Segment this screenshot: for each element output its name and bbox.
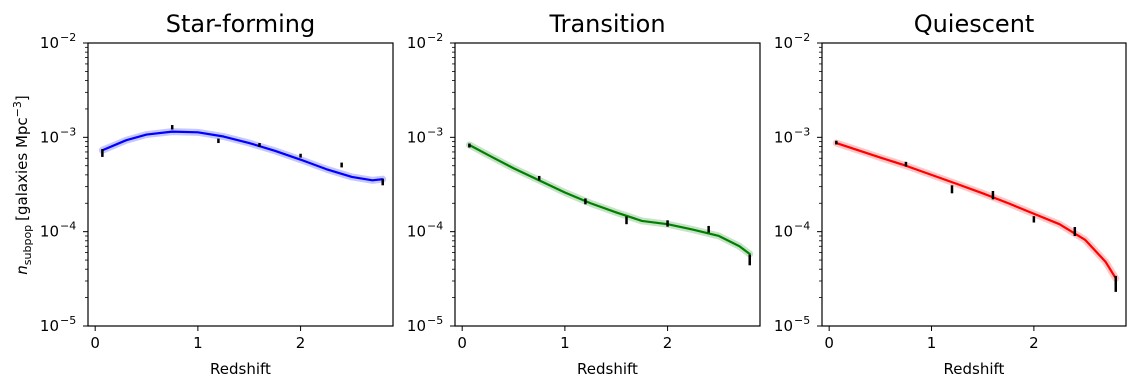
model-curve <box>468 143 751 256</box>
x-axis-label: Redshift <box>577 360 638 378</box>
y-tick-label: 10 <box>407 317 426 335</box>
y-tick-label: 10 <box>774 128 793 146</box>
y-tick-label-exponent: −2 <box>427 31 443 44</box>
y-axis-label-symbol: n <box>13 265 31 275</box>
model-curve <box>835 141 1117 280</box>
x-tick-label: 2 <box>1029 334 1039 352</box>
y-axis-label-close: ] <box>13 95 31 101</box>
y-tick-label-exponent: −3 <box>794 125 810 138</box>
x-tick-label: 1 <box>560 334 570 352</box>
y-tick-label-exponent: −4 <box>60 220 76 233</box>
y-axis-label-exponent: −3 <box>11 101 24 117</box>
y-axis-label-subscript: subpop <box>21 225 34 265</box>
y-tick-label: 10 <box>40 128 59 146</box>
panel-title: Star-forming <box>166 10 315 38</box>
panel-title: Quiescent <box>914 10 1035 38</box>
panels: 0 1 210−510−410−310−2 Star-formingRedshift0… <box>40 10 1127 378</box>
y-tick-label-exponent: −3 <box>427 125 443 138</box>
x-tick-label: 0 <box>824 334 834 352</box>
y-tick-label: 10 <box>407 128 426 146</box>
y-tick-label-exponent: −2 <box>60 31 76 44</box>
model-band <box>832 139 1120 282</box>
y-tick-label: 10 <box>774 223 793 241</box>
model-band <box>465 141 754 258</box>
x-tick-label: 2 <box>296 334 306 352</box>
y-tick-label: 10 <box>407 34 426 52</box>
y-tick-label: 10 <box>40 223 59 241</box>
y-tick-label: 10 <box>407 223 426 241</box>
y-tick-label: 10 <box>40 317 59 335</box>
y-tick-label: 10 <box>40 34 59 52</box>
y-tick-label-exponent: −5 <box>60 314 76 327</box>
y-tick-label-exponent: −3 <box>60 125 76 138</box>
axes-frame <box>87 42 394 327</box>
y-tick-label: 10 <box>774 34 793 52</box>
x-axis-label: Redshift <box>210 360 271 378</box>
panel-title: Transition <box>548 10 665 38</box>
x-tick-label: 1 <box>927 334 937 352</box>
axes-frame <box>454 42 761 327</box>
model-curve <box>101 130 384 182</box>
axes-frame <box>821 42 1127 327</box>
y-tick-label-exponent: −5 <box>794 314 810 327</box>
x-tick-label: 0 <box>90 334 100 352</box>
y-tick-label: 10 <box>774 317 793 335</box>
x-tick-label: 2 <box>663 334 673 352</box>
y-tick-label-exponent: −4 <box>427 220 443 233</box>
y-tick-label-exponent: −5 <box>427 314 443 327</box>
x-tick-label: 1 <box>193 334 203 352</box>
y-axis-label-units: [galaxies Mpc <box>13 117 31 221</box>
y-tick-label-exponent: −4 <box>794 220 810 233</box>
x-axis-label: Redshift <box>944 360 1005 378</box>
y-axis-label: nsubpop [galaxies Mpc−3] <box>11 95 34 274</box>
y-tick-label-exponent: −2 <box>794 31 810 44</box>
x-tick-label: 0 <box>457 334 467 352</box>
